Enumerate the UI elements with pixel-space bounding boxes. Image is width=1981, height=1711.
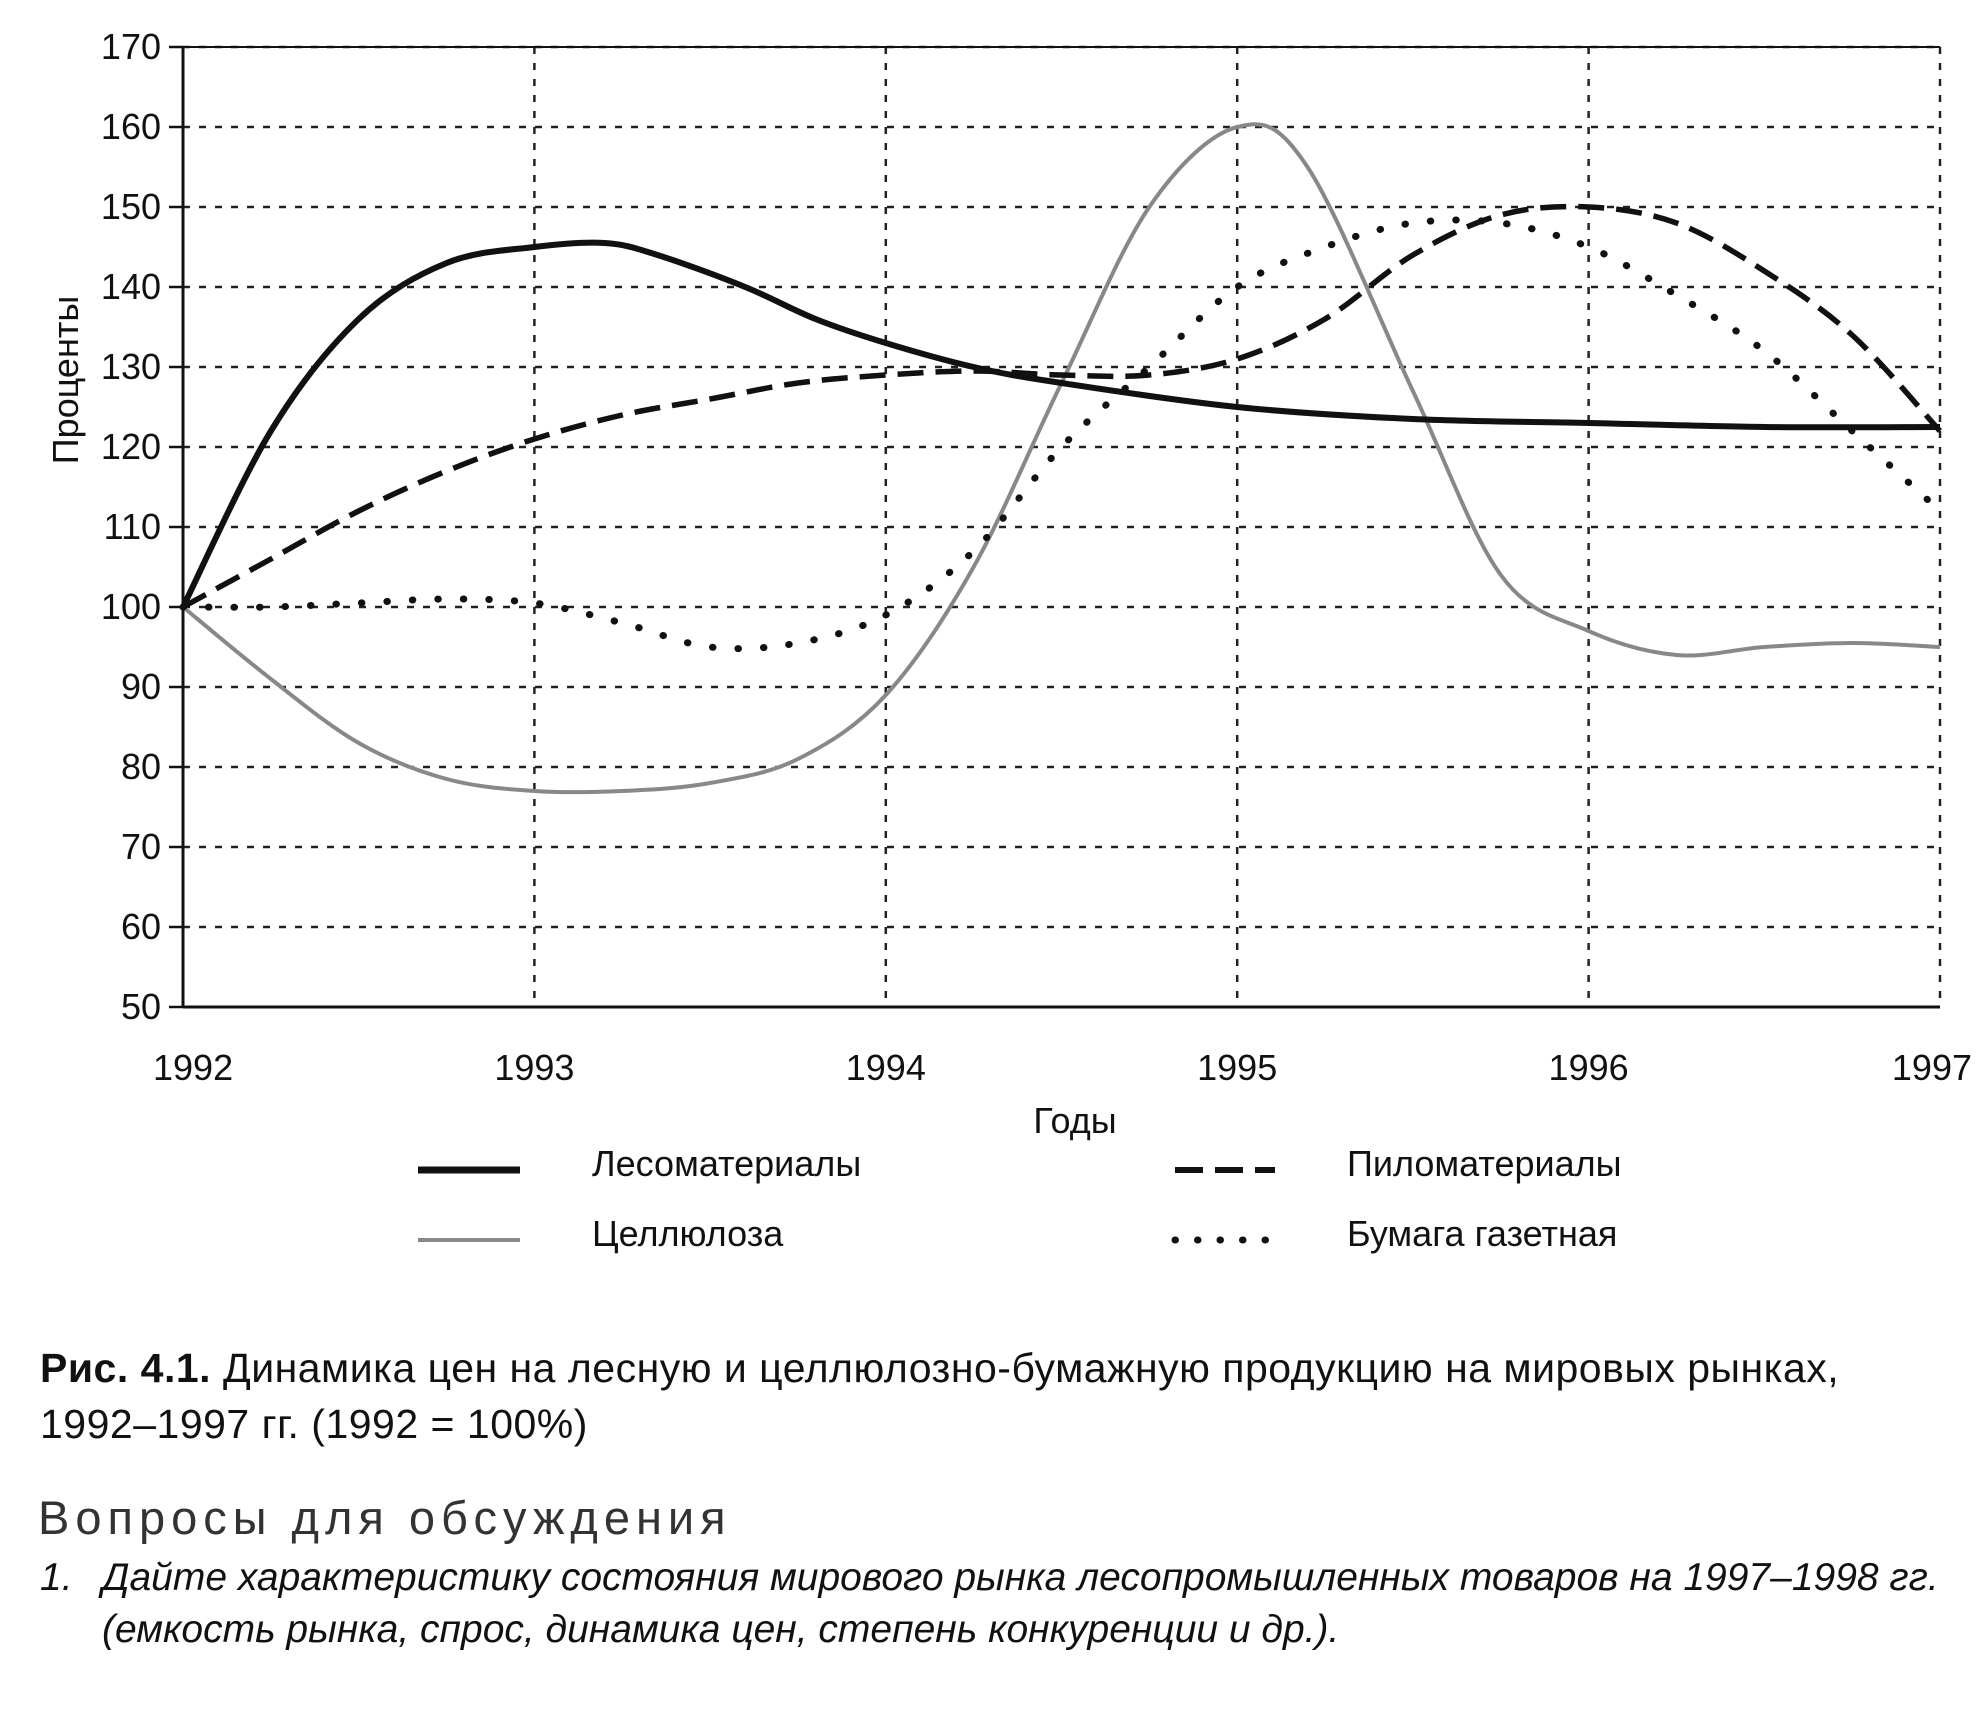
axes — [169, 45, 1940, 1009]
legend-item-lesomaterialy: Лесоматериалы — [418, 1143, 861, 1184]
legend-label-bumaga-gazetnaya: Бумага газетная — [1347, 1213, 1617, 1254]
x-tick-label-1996: 1996 — [1549, 1047, 1629, 1088]
series-line-lesomaterialy — [180, 239, 1941, 609]
x-tick-label-1995: 1995 — [1197, 1047, 1277, 1088]
y-tick-label-90: 90 — [121, 666, 161, 707]
y-tick-label-170: 170 — [101, 26, 161, 67]
y-tick-label-80: 80 — [121, 746, 161, 787]
x-tick-label-1993: 1993 — [494, 1047, 574, 1088]
y-tick-label-110: 110 — [104, 506, 161, 547]
questions-heading: Вопросы для обсуждения — [38, 1491, 732, 1544]
series-line-bumaga-gazetnaya — [179, 216, 1944, 653]
x-tick-label-1994: 1994 — [846, 1047, 926, 1088]
legend-item-pilomaterialy: Пиломатериалы — [1175, 1143, 1622, 1184]
y-axis-title: Проценты — [45, 296, 86, 464]
legend-label-lesomaterialy: Лесоматериалы — [592, 1143, 861, 1184]
figure-caption-lead: Рис. 4.1. — [40, 1345, 212, 1391]
legend-label-pilomaterialy: Пиломатериалы — [1347, 1143, 1622, 1184]
question-text: Дайте характеристику состояния мирового … — [102, 1556, 1939, 1651]
figure-caption-text: Динамика цен на лесную и целлюлозно-бума… — [40, 1345, 1840, 1447]
grid — [183, 45, 1942, 1007]
figure-caption: Рис. 4.1. Динамика цен на лесную и целлю… — [40, 1340, 1940, 1452]
series-line-pilomaterialy — [181, 203, 1943, 610]
question-item: 1. Дайте характеристику состояния мирово… — [40, 1552, 1975, 1651]
y-tick-label-120: 120 — [101, 426, 161, 467]
y-tick-label-160: 160 — [101, 106, 161, 147]
y-tick-label-60: 60 — [121, 906, 161, 947]
legend-label-cellyuloza: Целлюлоза — [592, 1213, 784, 1254]
series-lines — [179, 122, 1944, 795]
x-tick-labels: 1992 1993 1994 1995 1996 1997 — [153, 1047, 1972, 1088]
question-number: 1. — [40, 1556, 73, 1599]
legend-item-bumaga-gazetnaya: Бумага газетная — [1171, 1213, 1617, 1254]
y-tick-label-150: 150 — [101, 186, 161, 227]
y-tick-labels: 50 60 70 80 90 100 110 120 130 140 150 160 170 — [101, 26, 161, 1027]
y-tick-label-100: 100 — [101, 586, 161, 627]
x-tick-label-1992: 1992 — [153, 1047, 233, 1088]
y-tick-label-130: 130 — [101, 346, 161, 387]
x-axis-title: Годы — [1033, 1100, 1116, 1141]
y-tick-label-50: 50 — [121, 986, 161, 1027]
x-tick-label-1997: 1997 — [1892, 1047, 1972, 1088]
legend: Лесоматериалы Пиломатериалы Целлюлоза Бу… — [418, 1143, 1622, 1254]
series-line-cellyuloza — [181, 122, 1941, 795]
y-tick-label-70: 70 — [121, 826, 161, 867]
legend-item-cellyuloza: Целлюлоза — [418, 1213, 784, 1254]
y-tick-label-140: 140 — [101, 266, 161, 307]
